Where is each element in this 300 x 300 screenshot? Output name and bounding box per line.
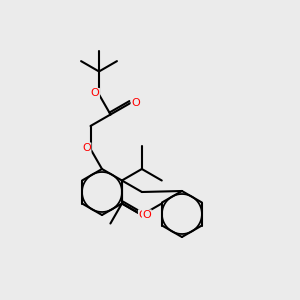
Text: O: O xyxy=(139,210,147,220)
Text: O: O xyxy=(131,98,140,108)
Text: O: O xyxy=(142,210,151,220)
Text: O: O xyxy=(82,143,91,153)
Text: O: O xyxy=(91,88,99,98)
